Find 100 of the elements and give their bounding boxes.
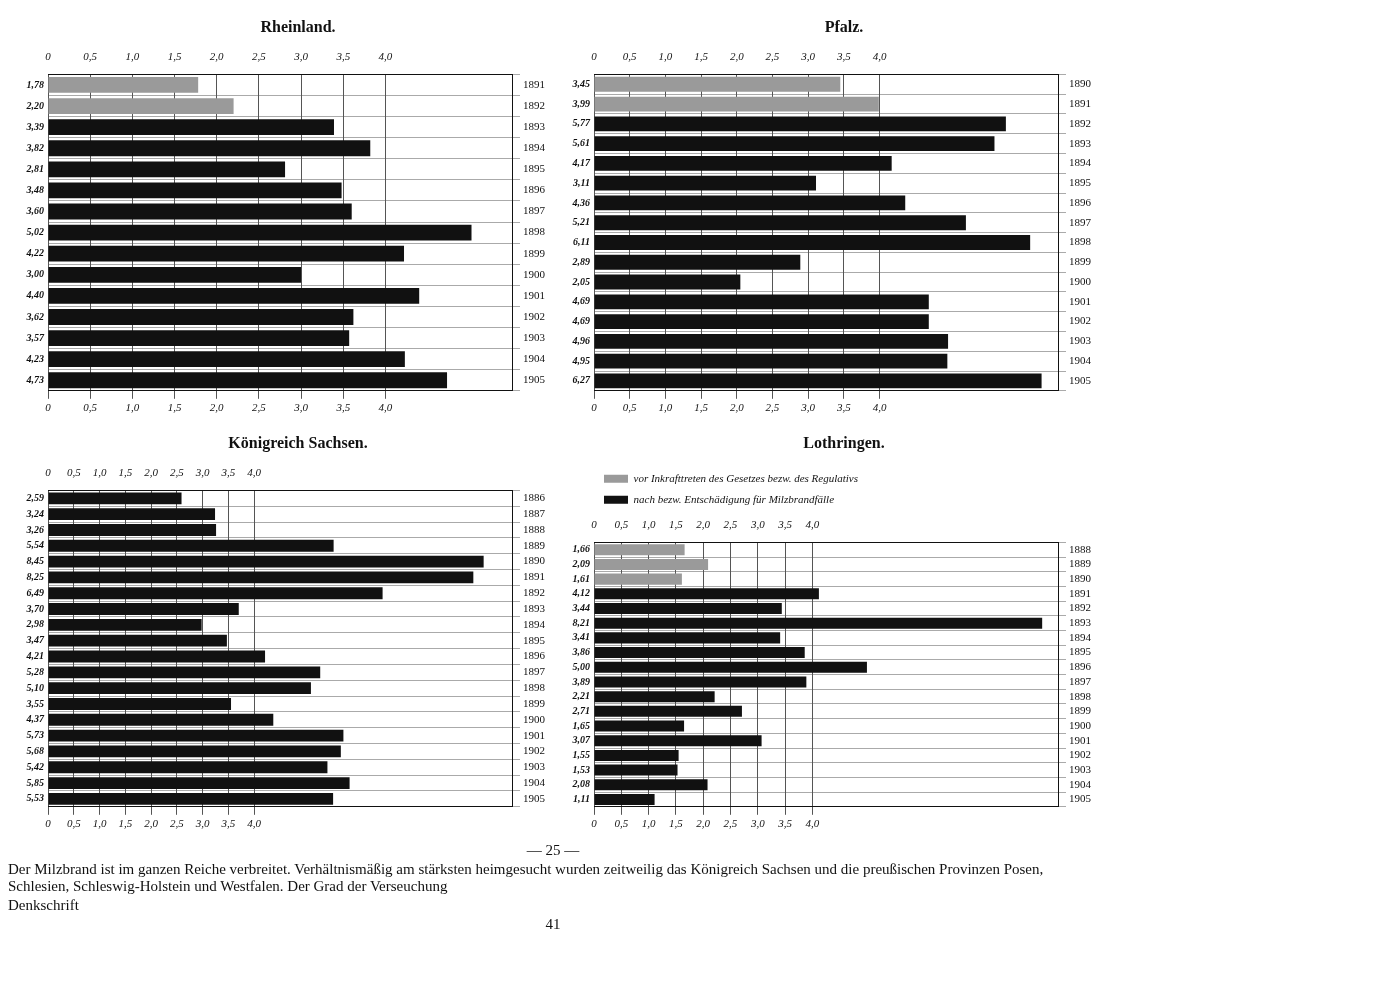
x2-tick-label: 1,5 — [669, 517, 684, 530]
bar — [594, 720, 685, 732]
x-tick-label: 1,0 — [125, 401, 140, 414]
x2-tick-label: 1,0 — [658, 49, 673, 62]
y-tick-label: 1890 — [523, 554, 546, 567]
bar — [594, 235, 1031, 250]
data-label: 5,77 — [572, 117, 591, 129]
x2-tick-label: 0,5 — [66, 465, 82, 478]
data-label: 3,48 — [25, 183, 44, 195]
y-tick-label: 1894 — [523, 141, 546, 154]
bar — [48, 634, 227, 647]
x-tick-label: 0,5 — [83, 401, 98, 414]
bar — [594, 195, 906, 211]
x2-tick-label: 4,0 — [872, 49, 887, 62]
bar — [594, 136, 995, 152]
bar — [48, 140, 371, 157]
y-tick-label: 1898 — [523, 681, 546, 694]
bar — [594, 632, 781, 644]
x-tick-label: 0,5 — [614, 817, 629, 830]
y-tick-label: 1888 — [1069, 542, 1092, 555]
data-label: 3,86 — [571, 646, 590, 658]
x-tick-label: 0 — [591, 817, 598, 830]
y-tick-label: 1904 — [1069, 777, 1092, 790]
data-label: 6,11 — [573, 236, 590, 248]
y-tick-label: 1902 — [1069, 314, 1091, 327]
x2-tick-label: 2,0 — [144, 465, 159, 478]
data-label: 3,47 — [25, 634, 45, 646]
x-tick-label: 3,0 — [293, 401, 309, 414]
data-label: 5,02 — [26, 226, 44, 238]
data-label: 8,45 — [26, 555, 44, 567]
x-tick-label: 2,0 — [144, 817, 159, 830]
x-tick-label: 3,5 — [220, 817, 236, 830]
bar — [594, 274, 741, 290]
x-tick-label: 3,5 — [835, 401, 852, 414]
data-label: 4,21 — [25, 650, 44, 662]
bar — [48, 571, 474, 584]
x-tick-label: 2,5 — [765, 401, 780, 414]
data-label: 5,54 — [26, 539, 44, 551]
bar — [594, 735, 762, 747]
x-tick-label: 1,5 — [167, 401, 182, 414]
data-label: 3,70 — [25, 602, 44, 614]
y-tick-label: 1893 — [523, 120, 546, 133]
x2-tick-label: 3,0 — [293, 49, 309, 62]
bar — [48, 508, 216, 521]
y-tick-label: 1892 — [523, 98, 545, 111]
data-label: 5,00 — [572, 660, 590, 672]
data-label: 3,62 — [25, 310, 44, 322]
bar — [48, 777, 350, 789]
y-tick-label: 1894 — [523, 617, 546, 630]
bar — [48, 524, 217, 536]
data-label: 4,69 — [571, 295, 590, 307]
bar — [48, 555, 484, 568]
data-label: 6,49 — [26, 586, 44, 598]
data-label: 1,65 — [572, 719, 590, 731]
x2-tick-label: 2,0 — [209, 49, 225, 62]
data-label: 4,37 — [25, 713, 45, 725]
y-tick-label: 1896 — [1069, 195, 1092, 208]
y-tick-label: 1892 — [1069, 116, 1091, 129]
x2-tick-label: 1,0 — [125, 49, 140, 62]
x-tick-label: 0 — [45, 817, 52, 830]
data-label: 3,00 — [25, 268, 44, 280]
data-label: 1,78 — [26, 78, 44, 90]
data-label: 8,25 — [26, 570, 44, 582]
bar — [594, 691, 715, 703]
y-tick-label: 1901 — [523, 288, 545, 301]
bar — [48, 698, 232, 710]
bar — [48, 745, 341, 758]
y-tick-label: 1891 — [1069, 586, 1091, 599]
y-tick-label: 1895 — [1069, 176, 1092, 189]
bar — [594, 749, 679, 761]
bar — [48, 372, 448, 389]
x2-tick-label: 3,0 — [800, 49, 816, 62]
x2-tick-label: 3,5 — [220, 465, 236, 478]
data-label: 1,61 — [572, 572, 590, 584]
bar — [594, 544, 685, 556]
y-tick-label: 1905 — [1069, 792, 1092, 805]
data-label: 1,11 — [573, 793, 590, 805]
data-label: 1,66 — [572, 543, 590, 555]
data-label: 2,98 — [25, 618, 44, 630]
bar — [594, 175, 817, 191]
x-tick-label: 0,5 — [66, 817, 82, 830]
y-tick-label: 1896 — [1069, 660, 1092, 673]
data-label: 2,71 — [571, 704, 590, 716]
y-tick-label: 1895 — [523, 633, 546, 646]
data-label: 2,09 — [571, 558, 590, 570]
y-tick-label: 1903 — [1069, 762, 1092, 775]
y-tick-label: 1899 — [523, 246, 546, 259]
data-label: 4,73 — [25, 373, 44, 385]
chart-title: Pfalz. — [824, 17, 864, 35]
y-tick-label: 1887 — [523, 507, 546, 520]
x-tick-label: 1,5 — [669, 817, 684, 830]
data-label: 5,10 — [26, 681, 44, 693]
y-tick-label: 1902 — [1069, 748, 1091, 761]
data-label: 5,28 — [26, 665, 44, 677]
x2-tick-label: 1,0 — [641, 517, 656, 530]
data-label: 4,95 — [571, 354, 590, 366]
bar — [48, 603, 239, 615]
bar — [594, 661, 867, 673]
data-label: 3,60 — [25, 205, 44, 217]
data-label: 4,17 — [571, 156, 591, 168]
